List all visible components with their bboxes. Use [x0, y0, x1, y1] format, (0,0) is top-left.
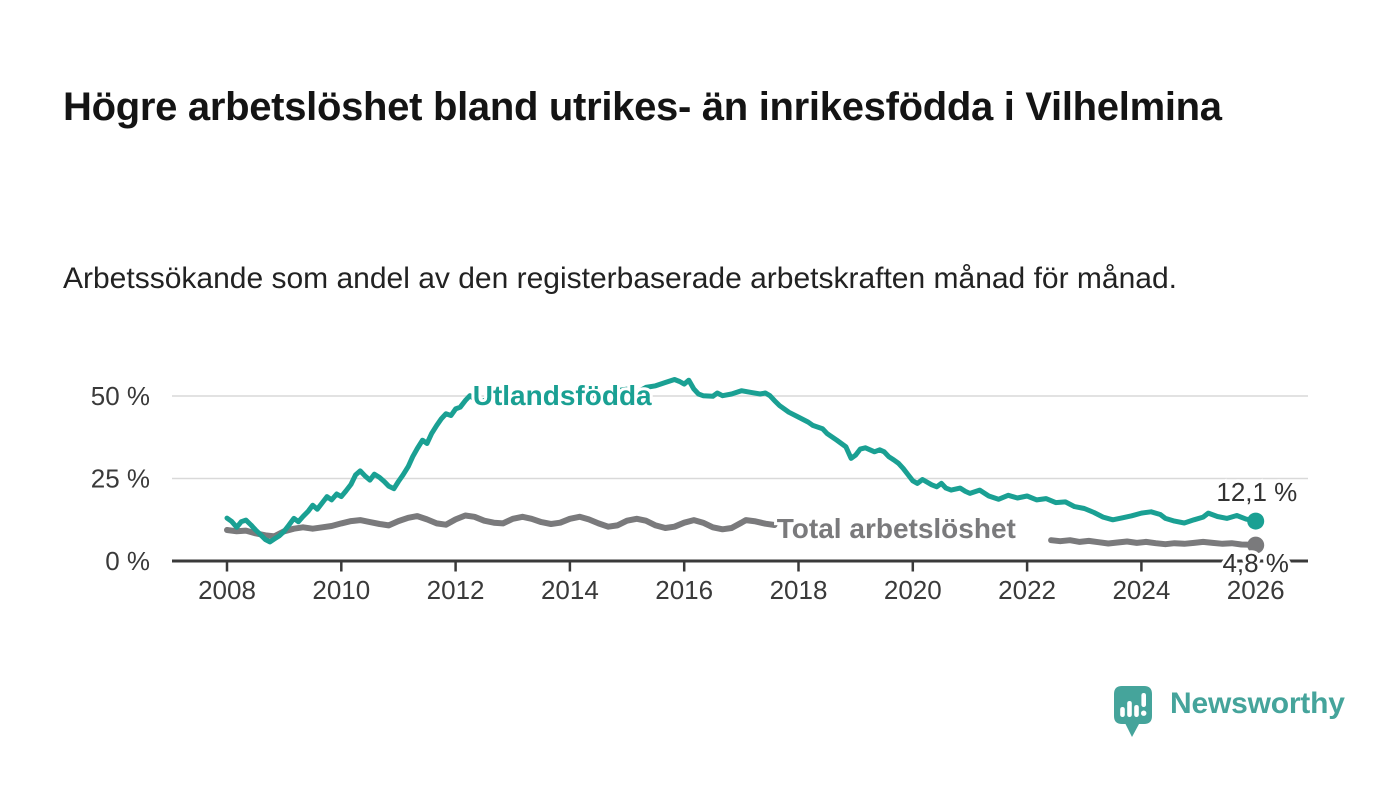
x-tick-label: 2018	[770, 575, 828, 605]
x-tick-label: 2016	[655, 575, 713, 605]
series-label: Total arbetslöshet	[777, 513, 1016, 544]
series-line-teal	[224, 377, 1259, 545]
speech-bubble-shape	[1114, 686, 1152, 737]
series-label: Utlandsfödda	[473, 380, 652, 411]
y-tick-label: 0 %	[105, 546, 150, 576]
end-value-label: 12,1 %	[1216, 477, 1297, 507]
end-value-label: 4,8 %	[1222, 548, 1289, 578]
bar-chart-glyph	[1120, 701, 1139, 717]
brand-footer: Newsworthy	[1114, 686, 1345, 740]
x-tick-label: 2022	[998, 575, 1056, 605]
y-tick-label: 25 %	[91, 464, 150, 494]
end-dot-gray	[1247, 536, 1265, 554]
series-line-gray	[1048, 537, 1259, 549]
y-tick-label: 50 %	[91, 381, 150, 411]
exclamation-glyph	[1141, 693, 1147, 716]
x-tick-label: 2020	[884, 575, 942, 605]
x-tick-label: 2026	[1227, 575, 1285, 605]
x-tick-label: 2014	[541, 575, 599, 605]
x-tick-label: 2010	[312, 575, 370, 605]
x-tick-label: 2024	[1112, 575, 1170, 605]
page-title: Högre arbetslöshet bland utrikes- än inr…	[63, 84, 1222, 129]
x-tick-label: 2008	[198, 575, 256, 605]
series-line-gray	[224, 512, 778, 540]
brand-name: Newsworthy	[1170, 687, 1345, 720]
page-subtitle: Arbetssökande som andel av den registerb…	[63, 262, 1177, 295]
end-dot-teal	[1247, 512, 1265, 530]
x-tick-label: 2012	[427, 575, 485, 605]
newsworthy-logo-icon	[1114, 686, 1152, 737]
